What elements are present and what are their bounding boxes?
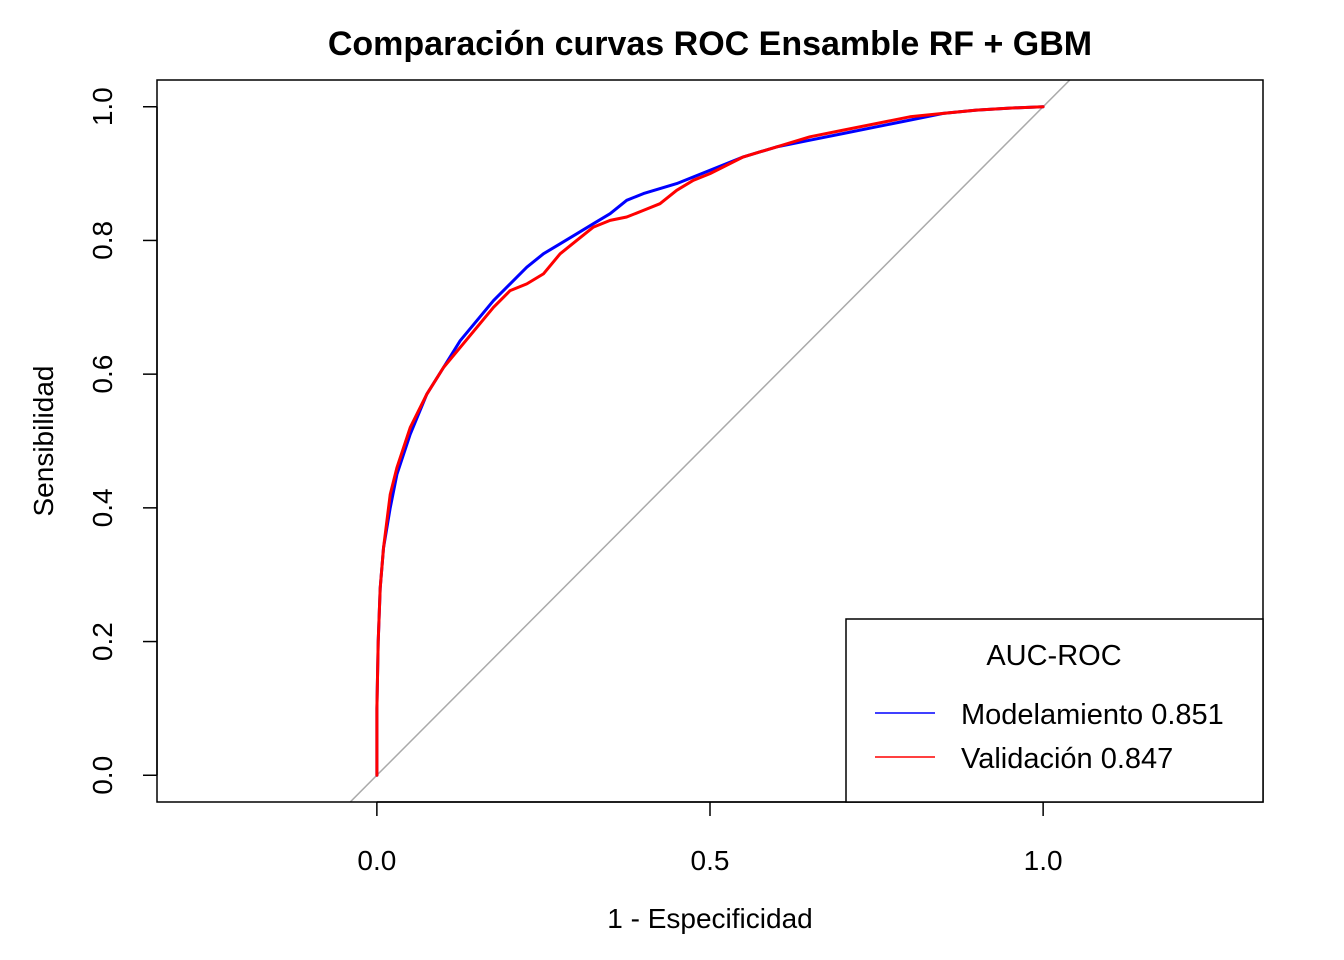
x-axis: 0.0 0.5 1.0: [357, 801, 1063, 876]
legend-label-validacion: Validación 0.847: [961, 743, 1173, 775]
legend-label-modelamiento: Modelamiento 0.851: [961, 699, 1224, 731]
roc-curve-series-1: [375, 105, 1045, 777]
reference-diagonal-line: [349, 80, 1071, 802]
legend: AUC-ROC Modelamiento 0.851 Validación 0.…: [845, 618, 1264, 803]
x-tick-label: 1.0: [1024, 845, 1063, 876]
y-tick-label: 0.2: [87, 622, 118, 661]
y-axis: 0.0 0.2 0.4 0.6 0.8 1.0: [87, 87, 158, 795]
y-tick-label: 0.0: [87, 756, 118, 795]
y-tick-label: 1.0: [87, 87, 118, 126]
roc-curve-series-2: [375, 105, 1045, 777]
y-axis-label: Sensibilidad: [28, 366, 59, 517]
chart-title: Comparación curvas ROC Ensamble RF + GBM: [328, 25, 1092, 63]
legend-title: AUC-ROC: [986, 640, 1121, 672]
x-tick-label: 0.5: [691, 845, 730, 876]
y-tick-label: 0.4: [87, 488, 118, 527]
x-tick-label: 0.0: [357, 845, 396, 876]
y-tick-label: 0.8: [87, 221, 118, 260]
legend-box: [845, 618, 1264, 803]
y-tick-label: 0.6: [87, 355, 118, 394]
x-axis-label: 1 - Especificidad: [607, 903, 812, 934]
